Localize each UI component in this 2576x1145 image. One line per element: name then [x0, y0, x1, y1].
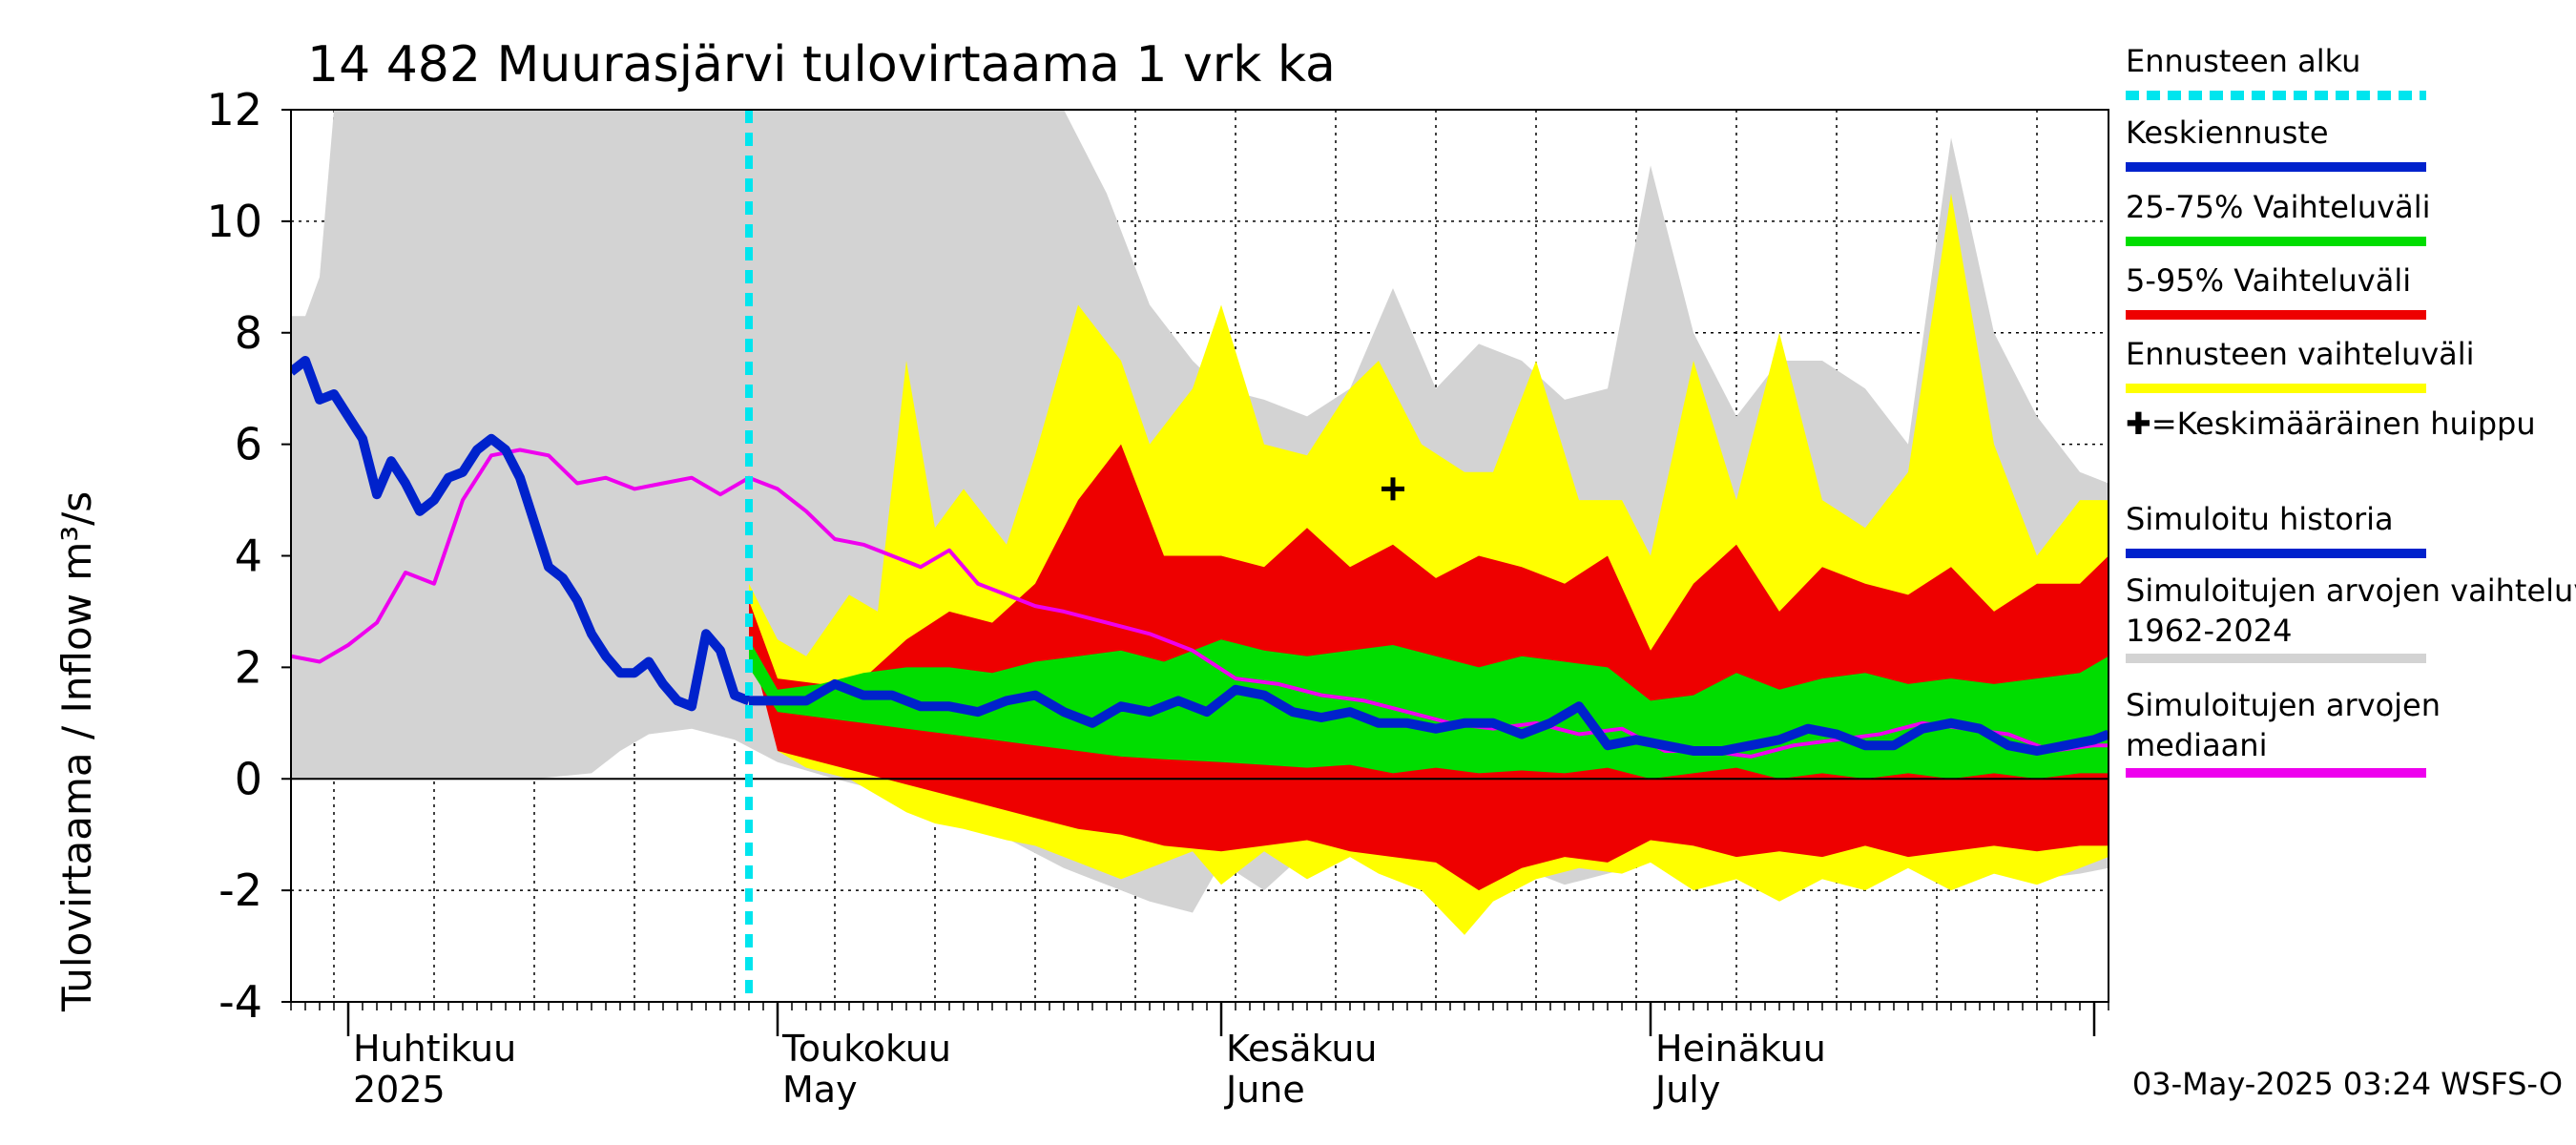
series-line	[291, 448, 2109, 759]
x-month-label: Toukokuu	[781, 1028, 951, 1070]
y-tick-label: 10	[206, 196, 262, 247]
legend-label: Simuloitu historia	[2126, 501, 2394, 537]
legend-label-continuation: 1962-2024	[2126, 613, 2292, 649]
y-tick-label: 2	[235, 641, 262, 693]
x-month-sublabel: 2025	[353, 1069, 446, 1111]
legend-label: Simuloitujen arvojen	[2126, 687, 2441, 723]
y-axis-label: Tulovirtaama / Inflow m³/s	[53, 491, 100, 1012]
series-line	[749, 678, 2109, 756]
legend: Ennusteen alku Keskiennuste 25-75% Vaihtel…	[2126, 43, 2576, 778]
x-month-sublabel: May	[782, 1069, 858, 1111]
x-month-label: Huhtikuu	[353, 1028, 516, 1070]
legend-label: Simuloitujen arvojen vaihteluväli	[2126, 572, 2576, 609]
legend-label: Keskiennuste	[2126, 114, 2329, 151]
x-month-sublabel: July	[1653, 1069, 1720, 1111]
y-tick-label: -2	[218, 864, 262, 916]
chart-title: 14 482 Muurasjärvi tulovirtaama 1 vrk ka	[307, 36, 1336, 94]
y-tick-label: 0	[235, 753, 262, 804]
y-tick-label: 6	[235, 419, 262, 470]
y-tick-label: 4	[235, 531, 262, 582]
mean-peak-marker	[1381, 477, 1404, 501]
legend-label: Ennusteen vaihteluväli	[2126, 336, 2475, 372]
x-month-label: Kesäkuu	[1226, 1028, 1378, 1070]
legend-label: ✚=Keskimääräinen huippu	[2126, 406, 2536, 442]
y-tick-label: -4	[218, 976, 262, 1028]
legend-label: Ennusteen alku	[2126, 43, 2360, 79]
legend-label-continuation: mediaani	[2126, 727, 2267, 763]
x-month-sublabel: June	[1224, 1069, 1305, 1111]
y-tick-label: 8	[235, 307, 262, 359]
series-group	[291, 110, 2109, 1002]
legend-label: 5-95% Vaihteluväli	[2126, 262, 2411, 299]
y-tick-label: 12	[206, 84, 262, 135]
x-month-label: Heinäkuu	[1655, 1028, 1826, 1070]
series-line	[291, 356, 751, 712]
legend-label: 25-75% Vaihteluväli	[2126, 189, 2430, 225]
timestamp-footer: 03-May-2025 03:24 WSFS-O	[2132, 1066, 2563, 1102]
